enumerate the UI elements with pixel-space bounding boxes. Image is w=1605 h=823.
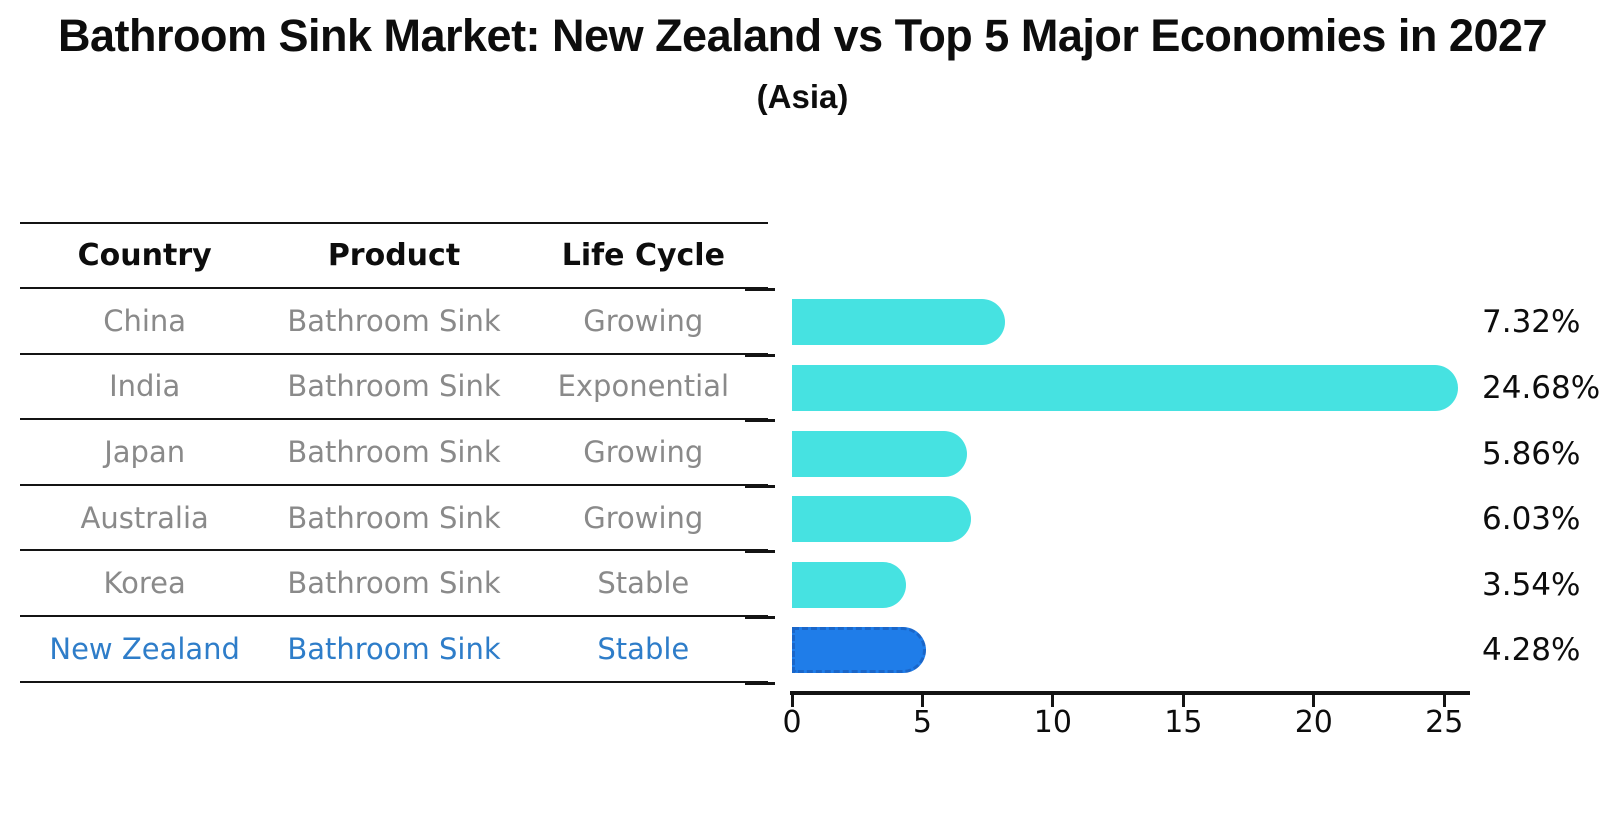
column-header-country: Country <box>77 238 212 273</box>
bar-australia <box>792 496 972 543</box>
column-header-product: Product <box>327 238 461 273</box>
product-cell: Bathroom Sink <box>287 631 501 666</box>
bar-value-label: 24.68% <box>1482 369 1601 406</box>
life-cycle-cell: Stable <box>597 566 690 601</box>
chart-subtitle: (Asia) <box>756 78 849 115</box>
table-row: China Bathroom Sink Growing <box>20 289 768 355</box>
x-axis-tick <box>920 694 924 707</box>
country-cell: Japan <box>104 434 186 469</box>
table-row: Japan Bathroom Sink Growing <box>20 420 768 486</box>
table-header-row: Country Product Life Cycle <box>20 222 768 289</box>
y-axis-tick <box>745 419 775 423</box>
y-axis-tick <box>745 681 775 685</box>
bar-value-label: 7.32% <box>1482 304 1581 341</box>
table-row: Australia Bathroom Sink Growing <box>20 486 768 552</box>
column-header-life-cycle: Life Cycle <box>561 238 725 273</box>
x-axis-tick-label: 5 <box>912 705 932 740</box>
bar-value-label: 3.54% <box>1482 566 1581 603</box>
life-cycle-cell: Stable <box>597 631 690 666</box>
y-axis-tick <box>745 484 775 488</box>
x-axis-tick-label: 10 <box>1033 705 1072 740</box>
x-axis-tick <box>1312 694 1316 707</box>
x-axis-tick <box>1181 694 1185 707</box>
life-cycle-cell: Growing <box>583 500 704 535</box>
y-axis-tick <box>745 550 775 554</box>
chart-title: Bathroom Sink Market: New Zealand vs Top… <box>57 10 1548 61</box>
bar-korea <box>792 561 907 608</box>
x-axis-tick-label: 15 <box>1164 705 1203 740</box>
x-axis-tick-label: 25 <box>1425 705 1464 740</box>
product-cell: Bathroom Sink <box>287 566 501 601</box>
bar-india <box>792 364 1459 411</box>
x-axis-line <box>790 691 1470 695</box>
bar-china <box>792 299 1006 346</box>
table-row: Korea Bathroom Sink Stable <box>20 551 768 617</box>
product-cell: Bathroom Sink <box>287 500 501 535</box>
x-axis-tick <box>1442 694 1446 707</box>
table-row: India Bathroom Sink Exponential <box>20 355 768 421</box>
life-cycle-cell: Exponential <box>557 369 730 404</box>
y-axis-tick <box>745 353 775 357</box>
country-cell: India <box>109 369 181 404</box>
product-cell: Bathroom Sink <box>287 434 501 469</box>
bar-japan <box>792 430 967 477</box>
x-axis-tick <box>1051 694 1055 707</box>
country-cell: Korea <box>103 566 186 601</box>
bar-new-zealand <box>792 627 926 674</box>
y-axis-tick <box>745 616 775 619</box>
life-cycle-cell: Growing <box>583 303 704 338</box>
x-axis-tick-label: 20 <box>1294 705 1333 740</box>
life-cycle-cell: Growing <box>583 434 704 469</box>
table-row: New Zealand Bathroom Sink Stable <box>20 617 768 683</box>
bar-value-label: 4.28% <box>1482 632 1581 669</box>
country-table: Country Product Life Cycle China Bathroom… <box>20 222 768 683</box>
country-cell: New Zealand <box>49 631 240 666</box>
x-axis-tick-label: 0 <box>782 705 802 740</box>
bar-value-label: 5.86% <box>1482 435 1581 472</box>
country-cell: China <box>103 303 187 338</box>
product-cell: Bathroom Sink <box>287 303 501 338</box>
y-axis-tick <box>745 288 775 291</box>
product-cell: Bathroom Sink <box>287 369 501 404</box>
bar-value-label: 6.03% <box>1482 501 1581 538</box>
country-cell: Australia <box>80 500 209 535</box>
x-axis-tick <box>790 694 794 707</box>
